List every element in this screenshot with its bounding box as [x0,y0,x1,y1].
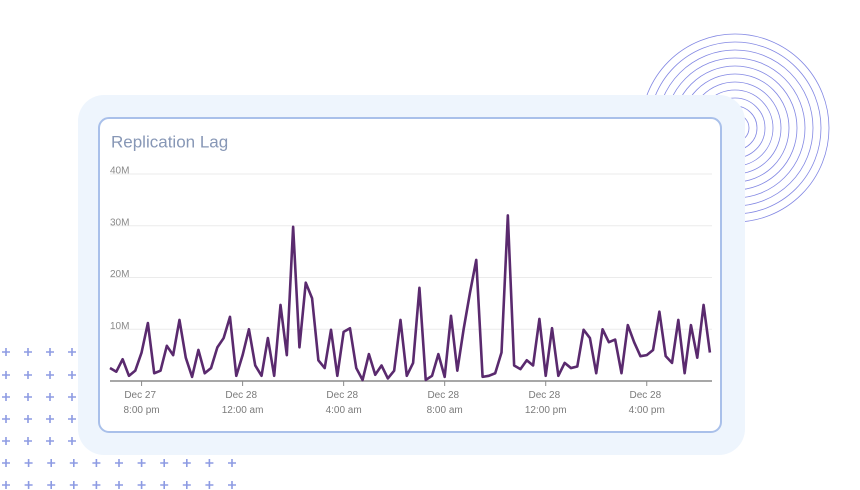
x-tick-label: Dec 28 4:00 am [326,390,362,416]
plus-sign [46,348,54,356]
y-tick-label: 40M [110,166,129,177]
plus-sign [137,481,146,489]
plus-sign [205,459,214,467]
plus-sign [68,437,76,445]
x-tick-label: Dec 28 4:00 pm [629,390,665,416]
plus-sign [182,459,191,467]
chart-card [98,117,722,433]
plus-sign [2,371,10,379]
plus-sign [24,393,32,401]
plus-sign [115,481,123,489]
plus-sign [47,481,56,489]
plus-sign [24,459,33,467]
plus-sign [2,481,10,489]
y-tick-label: 10M [110,321,129,332]
plus-sign [68,393,76,401]
plus-sign [2,437,10,445]
plus-sign [24,415,32,423]
plus-sign [24,371,32,379]
plus-sign [2,459,10,467]
y-tick-label: 20M [110,269,129,280]
plus-sign [137,459,146,467]
plus-sign [228,459,236,467]
plus-sign [68,371,76,379]
plus-sign [68,415,76,423]
plus-sign [46,437,54,445]
plus-sign [46,415,54,423]
plus-sign [92,459,101,467]
x-tick-label: Dec 28 8:00 am [427,390,463,416]
plus-sign [24,437,32,445]
plus-sign [69,481,78,489]
plus-sign [228,481,236,489]
plus-sign [68,348,76,356]
data-line [109,214,712,382]
x-tick-label: Dec 28 12:00 pm [525,390,567,416]
plus-sign [2,393,10,401]
chart-title: Replication Lag [111,132,228,151]
plus-sign [46,371,54,379]
plus-sign [160,459,169,467]
plus-sign [47,459,56,467]
plus-sign [24,481,33,489]
x-tick-label: Dec 27 8:00 pm [124,390,160,416]
plus-sign [46,393,54,401]
plus-sign [205,481,214,489]
plus-sign [2,415,10,423]
y-tick-label: 30M [110,217,129,228]
plus-sign [115,459,123,467]
x-tick-label: Dec 28 12:00 am [222,390,264,416]
plus-sign [92,481,101,489]
plot: 10M 20M 30M 40M Dec 27 8:00 pm Dec 28 12:00 a… [109,166,712,416]
plus-sign [69,459,78,467]
plus-sign [2,348,10,356]
plus-sign [24,348,32,356]
plus-sign [160,481,169,489]
plus-sign [182,481,191,489]
